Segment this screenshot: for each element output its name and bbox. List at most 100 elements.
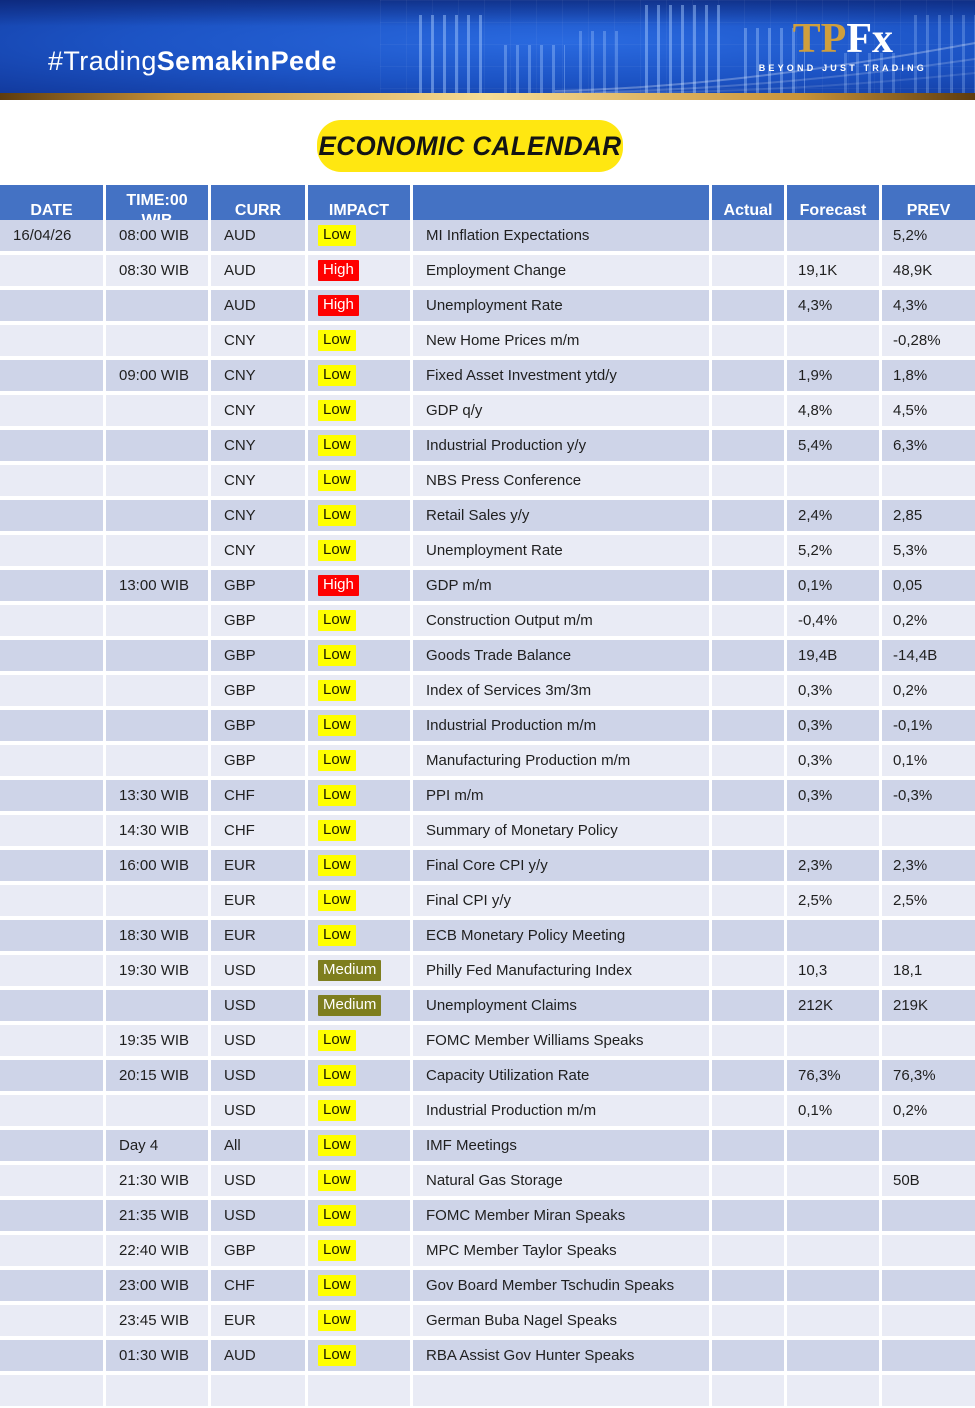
cell-curr: EUR (211, 920, 305, 951)
cell-time (106, 395, 208, 426)
cell-impact: Low (308, 675, 410, 706)
cell-prev: 0,2% (882, 675, 975, 706)
impact-badge: Low (318, 365, 356, 386)
impact-badge: High (318, 295, 359, 316)
cell-date (0, 1130, 103, 1161)
page-title: ECONOMIC CALENDAR (318, 130, 622, 161)
cell-time (106, 535, 208, 566)
cell-curr: AUD (211, 255, 305, 286)
impact-badge: Low (318, 1345, 356, 1366)
cell-forecast: 4,3% (787, 290, 879, 321)
cell-actual (712, 1375, 784, 1406)
cell-forecast: 2,3% (787, 850, 879, 881)
tpfx-logo: TPFx BEYOND JUST TRADING (759, 18, 927, 73)
cell-actual (712, 605, 784, 636)
cell-forecast (787, 1340, 879, 1371)
cell-forecast (787, 220, 879, 251)
cell-curr: GBP (211, 710, 305, 741)
cell-actual (712, 1200, 784, 1231)
cell-prev: 5,3% (882, 535, 975, 566)
cell-prev: -0,1% (882, 710, 975, 741)
cell-curr: USD (211, 1200, 305, 1231)
cell-time (106, 430, 208, 461)
cell-time: Day 4 (106, 1130, 208, 1161)
cell-forecast (787, 1025, 879, 1056)
banner-volume-bars-decoration (410, 15, 490, 93)
cell-event: Final Core CPI y/y (413, 850, 709, 881)
logo-fx-text: Fx (846, 16, 893, 62)
cell-prev (882, 1235, 975, 1266)
cell-event: Unemployment Rate (413, 290, 709, 321)
cell-event: PPI m/m (413, 780, 709, 811)
cell-actual (712, 745, 784, 776)
cell-prev: 76,3% (882, 1060, 975, 1091)
cell-curr: EUR (211, 1305, 305, 1336)
cell-actual (712, 395, 784, 426)
cell-date (0, 1025, 103, 1056)
cell-actual (712, 955, 784, 986)
gold-divider (0, 93, 975, 100)
cell-forecast (787, 815, 879, 846)
top-banner: #TradingSemakinPede TPFx BEYOND JUST TRA… (0, 0, 975, 93)
cell-date (0, 780, 103, 811)
cell-prev (882, 815, 975, 846)
cell-date (0, 500, 103, 531)
cell-curr: USD (211, 1060, 305, 1091)
cell-impact: Low (308, 325, 410, 356)
cell-prev (882, 1025, 975, 1056)
cell-impact: Low (308, 395, 410, 426)
cell-curr: GBP (211, 745, 305, 776)
cell-forecast: -0,4% (787, 605, 879, 636)
cell-actual (712, 255, 784, 286)
cell-curr: CNY (211, 465, 305, 496)
cell-time: 21:35 WIB (106, 1200, 208, 1231)
cell-time: 20:15 WIB (106, 1060, 208, 1091)
cell-forecast: 0,3% (787, 780, 879, 811)
cell-actual (712, 850, 784, 881)
impact-badge: Low (318, 400, 356, 421)
cell-curr: GBP (211, 675, 305, 706)
impact-badge: Low (318, 750, 356, 771)
cell-forecast: 2,5% (787, 885, 879, 916)
cell-event: Construction Output m/m (413, 605, 709, 636)
cell-curr: CNY (211, 430, 305, 461)
cell-forecast (787, 325, 879, 356)
cell-impact: Low (308, 1305, 410, 1336)
cell-forecast: 4,8% (787, 395, 879, 426)
impact-badge: Low (318, 645, 356, 666)
cell-forecast (787, 1130, 879, 1161)
cell-time: 22:40 WIB (106, 1235, 208, 1266)
cell-actual (712, 430, 784, 461)
cell-date (0, 1375, 103, 1406)
cell-event: GDP m/m (413, 570, 709, 601)
logo-tagline: BEYOND JUST TRADING (758, 63, 927, 73)
cell-impact: Low (308, 850, 410, 881)
impact-badge: High (318, 260, 359, 281)
cell-actual (712, 815, 784, 846)
cell-actual (712, 1130, 784, 1161)
cell-actual (712, 465, 784, 496)
cell-date (0, 1165, 103, 1196)
cell-event: GDP q/y (413, 395, 709, 426)
cell-prev: 18,1 (882, 955, 975, 986)
cell-time (106, 290, 208, 321)
cell-prev: -0,3% (882, 780, 975, 811)
impact-badge: Low (318, 715, 356, 736)
impact-badge: Low (318, 1065, 356, 1086)
cell-date (0, 675, 103, 706)
cell-date (0, 710, 103, 741)
cell-date (0, 395, 103, 426)
cell-impact: Low (308, 1025, 410, 1056)
cell-prev: 6,3% (882, 430, 975, 461)
cell-prev (882, 1270, 975, 1301)
page-title-pill: ECONOMIC CALENDAR (317, 120, 623, 172)
cell-date (0, 1340, 103, 1371)
cell-prev: 2,3% (882, 850, 975, 881)
impact-badge: Low (318, 470, 356, 491)
cell-actual (712, 780, 784, 811)
cell-prev (882, 1305, 975, 1336)
banner-volume-bars-decoration (570, 31, 625, 93)
cell-actual (712, 500, 784, 531)
cell-date (0, 290, 103, 321)
impact-badge: Low (318, 890, 356, 911)
